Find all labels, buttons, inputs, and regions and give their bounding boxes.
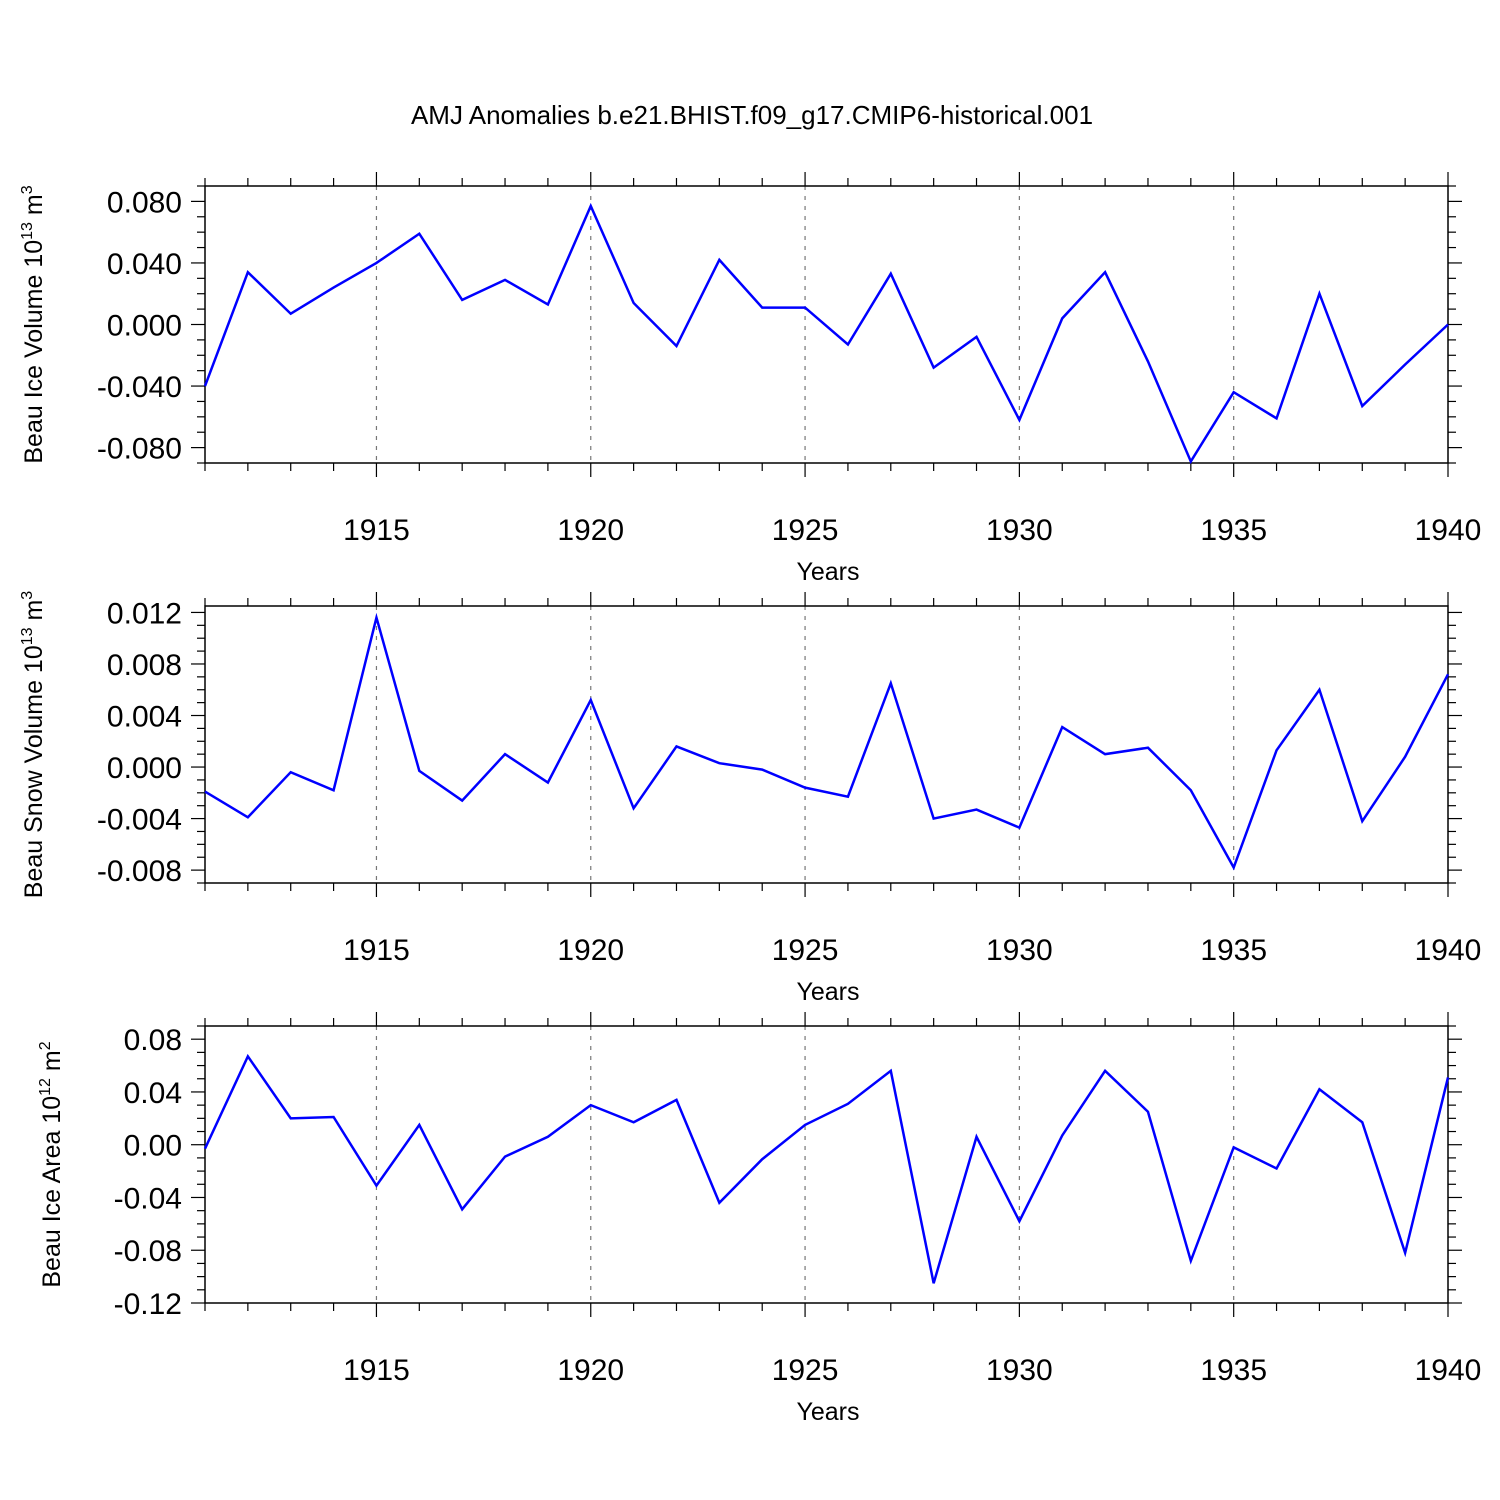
y-tick-label: -0.08 — [114, 1235, 182, 1268]
plot-frame — [204, 605, 1449, 884]
y-tick-label: 0.008 — [107, 649, 182, 682]
y-axis-label: Beau Ice Area 1012 m2 — [37, 1041, 66, 1287]
y-axis-label: Beau Snow Volume 1013 m3 — [19, 591, 48, 899]
series-line — [204, 612, 1450, 871]
x-tick-label: 1920 — [557, 934, 624, 967]
x-axis-label: Years — [796, 558, 859, 586]
x-tick-label: 1940 — [1415, 1354, 1482, 1387]
chart-panel-1: 1915 1920 1925 1930 1935 1940 -0.080 -0.040 0.00… — [19, 172, 1481, 586]
y-tick-label: 0.012 — [107, 597, 182, 630]
x-tick-label: 1940 — [1415, 514, 1482, 547]
x-tick-label: 1920 — [557, 514, 624, 547]
x-tick-label: 1930 — [986, 934, 1053, 967]
x-axis-label: Years — [796, 978, 859, 1006]
x-tick-label: 1940 — [1415, 934, 1482, 967]
x-axis-label: Years — [796, 1398, 859, 1426]
y-tick-label: 0.08 — [124, 1024, 182, 1057]
y-tick-label: 0.040 — [107, 248, 182, 281]
x-tick-label: 1915 — [343, 514, 410, 547]
y-tick-label: -0.008 — [97, 855, 182, 888]
y-tick-label: -0.004 — [97, 804, 182, 837]
series-line — [203, 1053, 1450, 1284]
y-tick-label: 0.000 — [107, 310, 182, 343]
y-tick-label: 0.00 — [124, 1130, 182, 1163]
chart-panel-2: 1915 1920 1925 1930 1935 1940 -0.008 -0.004 0.00… — [19, 591, 1481, 1006]
y-tick-label: 0.04 — [124, 1077, 182, 1110]
y-tick-label: -0.040 — [97, 371, 182, 404]
plot-frame — [204, 1025, 1449, 1304]
chart-title: AMJ Anomalies b.e21.BHIST.f09_g17.CMIP6-… — [411, 100, 1093, 130]
x-tick-label: 1915 — [343, 934, 410, 967]
x-tick-label: 1935 — [1200, 934, 1267, 967]
y-tick-label: -0.04 — [114, 1182, 182, 1215]
x-tick-label: 1920 — [557, 1354, 624, 1387]
x-tick-label: 1915 — [343, 1354, 410, 1387]
y-tick-label: -0.080 — [97, 433, 182, 466]
x-tick-label: 1935 — [1200, 1354, 1267, 1387]
y-tick-label: 0.000 — [107, 752, 182, 785]
y-tick-label: 0.004 — [107, 701, 182, 734]
x-tick-label: 1925 — [772, 1354, 839, 1387]
series-line — [203, 202, 1449, 465]
y-axis-label: Beau Ice Volume 1013 m3 — [19, 185, 48, 463]
x-tick-label: 1930 — [986, 514, 1053, 547]
y-tick-label: -0.12 — [114, 1288, 182, 1321]
chart-panels: 1915 1920 1925 1930 1935 1940 -0.080 -0.040 0.00… — [19, 172, 1481, 1426]
x-tick-label: 1930 — [986, 1354, 1053, 1387]
x-tick-label: 1935 — [1200, 514, 1267, 547]
x-tick-label: 1925 — [772, 514, 839, 547]
x-tick-label: 1925 — [772, 934, 839, 967]
chart-panel-3: 1915 1920 1925 1930 1935 1940 -0.12 -0.08 -0.04 0… — [37, 1012, 1481, 1426]
y-tick-label: 0.080 — [107, 186, 182, 219]
